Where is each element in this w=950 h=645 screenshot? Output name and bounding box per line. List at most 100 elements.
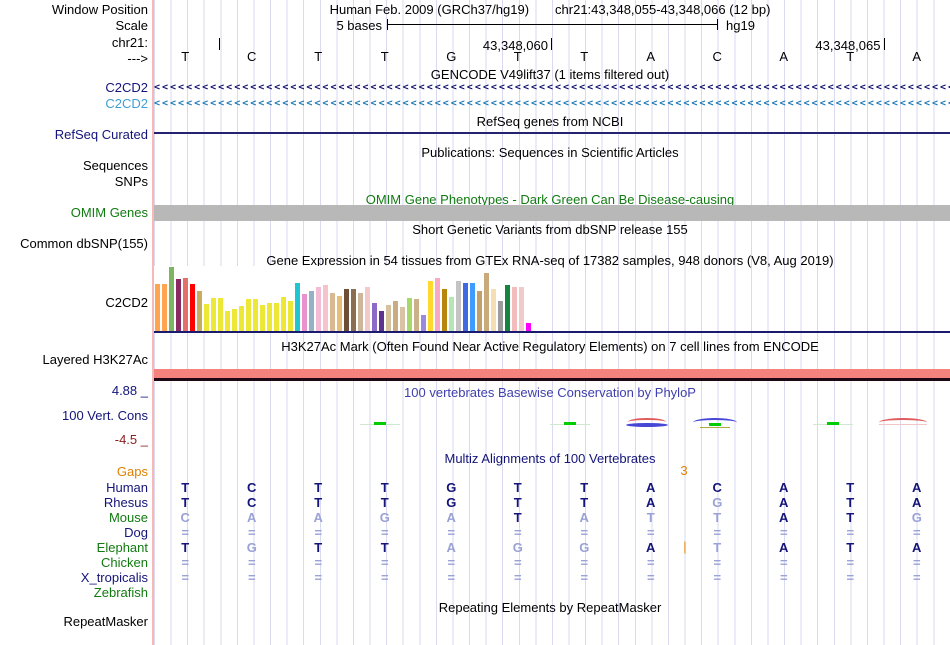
phylop-track-label[interactable]: 100 Vert. Cons xyxy=(62,408,148,423)
gtex-tissue-bar[interactable] xyxy=(505,285,510,331)
phylop-green-mark[interactable] xyxy=(374,422,386,425)
ruler-tick xyxy=(883,38,885,50)
gtex-tissue-bar[interactable] xyxy=(428,281,433,331)
h3k27ac-signal-dark-edge xyxy=(154,378,950,381)
gtex-tissue-bar[interactable] xyxy=(526,323,531,331)
publications-label-sequences[interactable]: Sequences xyxy=(82,158,148,173)
multiz-species-label[interactable]: Dog xyxy=(124,525,148,540)
sequence-base: T xyxy=(380,49,389,64)
gtex-tissue-bar[interactable] xyxy=(232,309,237,331)
gtex-tissue-bar[interactable] xyxy=(211,298,216,331)
gtex-tissue-bar[interactable] xyxy=(442,289,447,331)
gtex-tissue-bar[interactable] xyxy=(239,306,244,331)
gtex-tissue-bar[interactable] xyxy=(421,315,426,331)
gtex-tissue-bar[interactable] xyxy=(435,278,440,331)
alignment-base: = xyxy=(912,525,921,540)
gtex-tissue-bar[interactable] xyxy=(267,303,272,331)
dbsnp-track-label[interactable]: Common dbSNP(155) xyxy=(20,236,148,251)
repeatmasker-track-label[interactable]: RepeatMasker xyxy=(63,614,148,629)
gtex-tissue-bar[interactable] xyxy=(491,289,496,331)
gtex-tissue-bar[interactable] xyxy=(372,303,377,331)
gtex-tissue-bar[interactable] xyxy=(155,284,160,331)
gencode-item-label-1[interactable]: C2CD2 xyxy=(105,80,148,95)
gtex-tissue-bar[interactable] xyxy=(246,299,251,331)
gtex-tissue-bar[interactable] xyxy=(484,273,489,331)
gencode-item-label-2[interactable]: C2CD2 xyxy=(105,96,148,111)
h3k27ac-track-label[interactable]: Layered H3K27Ac xyxy=(42,352,148,367)
gtex-tissue-bar[interactable] xyxy=(218,298,223,331)
gtex-tissue-bar[interactable] xyxy=(197,291,202,331)
gtex-tissue-bar[interactable] xyxy=(176,279,181,331)
gtex-tissue-bar[interactable] xyxy=(393,301,398,331)
gtex-tissue-bar[interactable] xyxy=(400,307,405,331)
multiz-species-label[interactable]: Rhesus xyxy=(103,495,148,510)
gtex-tissue-bar[interactable] xyxy=(190,284,195,331)
gtex-track-title: Gene Expression in 54 tissues from GTEx … xyxy=(266,253,834,268)
gtex-tissue-bar[interactable] xyxy=(309,291,314,331)
gtex-tissue-bar[interactable] xyxy=(225,311,230,331)
gtex-tissue-bar[interactable] xyxy=(281,297,286,331)
gtex-tissue-bar[interactable] xyxy=(456,281,461,331)
gencode-transcript-arrows[interactable]: <<<<<<<<<<<<<<<<<<<<<<<<<<<<<<<<<<<<<<<<… xyxy=(154,98,950,109)
gtex-tissue-bar[interactable] xyxy=(295,283,300,331)
gtex-tissue-bar[interactable] xyxy=(463,283,468,331)
gtex-tissue-bar[interactable] xyxy=(260,305,265,331)
gtex-tissue-bar[interactable] xyxy=(183,278,188,331)
alignment-base: = xyxy=(181,555,190,570)
alignment-base: = xyxy=(779,525,788,540)
multiz-species-label[interactable]: X_tropicalis xyxy=(80,570,148,585)
gtex-tissue-bar[interactable] xyxy=(337,296,342,331)
gtex-tissue-bar[interactable] xyxy=(386,305,391,331)
gtex-tissue-bar[interactable] xyxy=(449,297,454,331)
h3k27ac-signal-bar[interactable] xyxy=(154,369,950,378)
gtex-tissue-bar[interactable] xyxy=(344,289,349,331)
alignment-base: G xyxy=(246,540,257,555)
multiz-species-label[interactable]: Chicken xyxy=(101,555,148,570)
gtex-tissue-bar[interactable] xyxy=(414,299,419,331)
phylop-red-arc[interactable] xyxy=(879,418,927,427)
gtex-tissue-bar[interactable] xyxy=(407,298,412,331)
alignment-base: = xyxy=(447,525,456,540)
phylop-green-mark[interactable] xyxy=(564,422,576,425)
refseq-track-title: RefSeq genes from NCBI xyxy=(476,114,624,129)
gtex-gene-label[interactable]: C2CD2 xyxy=(105,295,148,310)
strand-direction-label: ---> xyxy=(127,51,148,66)
gtex-tissue-bar[interactable] xyxy=(512,287,517,331)
gtex-tissue-bar[interactable] xyxy=(351,289,356,331)
omim-gene-bar[interactable] xyxy=(154,205,950,221)
gtex-tissue-bar[interactable] xyxy=(477,291,482,331)
gtex-tissue-bar[interactable] xyxy=(358,293,363,331)
gtex-tissue-bar[interactable] xyxy=(288,301,293,331)
gtex-tissue-bar[interactable] xyxy=(379,311,384,331)
multiz-species-label[interactable]: Zebrafish xyxy=(93,585,148,600)
gtex-tissue-bar[interactable] xyxy=(323,285,328,331)
gtex-tissue-bar[interactable] xyxy=(204,304,209,331)
gtex-tissue-bar[interactable] xyxy=(470,283,475,331)
alignment-base: T xyxy=(314,495,323,510)
alignment-base: T xyxy=(513,495,522,510)
gtex-tissue-bar[interactable] xyxy=(316,287,321,331)
alignment-base: = xyxy=(779,570,788,585)
gtex-tissue-bar[interactable] xyxy=(365,287,370,331)
gtex-tissue-bar[interactable] xyxy=(498,301,503,331)
phylop-green-mark[interactable] xyxy=(827,422,839,425)
multiz-gaps-label[interactable]: Gaps xyxy=(116,464,148,479)
gtex-tissue-bar[interactable] xyxy=(274,303,279,331)
sequence-base: T xyxy=(846,49,855,64)
multiz-species-label[interactable]: Mouse xyxy=(108,510,148,525)
multiz-species-label[interactable]: Human xyxy=(106,480,148,495)
omim-track-label[interactable]: OMIM Genes xyxy=(70,205,148,220)
alignment-base: G xyxy=(911,510,922,525)
phylop-blue-arc[interactable] xyxy=(693,418,737,427)
gtex-tissue-bar[interactable] xyxy=(253,299,258,331)
refseq-track-label[interactable]: RefSeq Curated xyxy=(54,127,148,142)
refseq-gene-line[interactable] xyxy=(154,132,950,134)
gtex-tissue-bar[interactable] xyxy=(330,293,335,331)
publications-label-snps[interactable]: SNPs xyxy=(114,174,148,189)
gtex-tissue-bar[interactable] xyxy=(162,284,167,331)
gtex-tissue-bar[interactable] xyxy=(519,287,524,331)
gencode-transcript-arrows[interactable]: <<<<<<<<<<<<<<<<<<<<<<<<<<<<<<<<<<<<<<<<… xyxy=(154,82,950,93)
multiz-species-label[interactable]: Elephant xyxy=(96,540,148,555)
gtex-tissue-bar[interactable] xyxy=(302,294,307,331)
gtex-tissue-bar[interactable] xyxy=(169,267,174,331)
